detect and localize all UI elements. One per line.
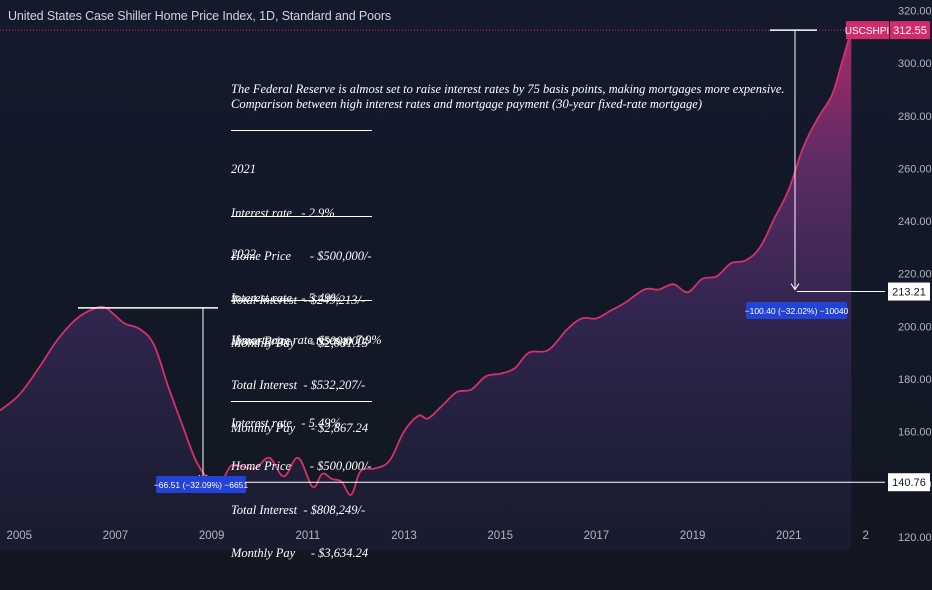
x-tick-label: 2 — [863, 530, 869, 542]
x-tick-label: 2015 — [487, 530, 513, 542]
y-tick-label: 300.00 — [898, 58, 932, 70]
annotation-divider — [231, 300, 372, 301]
last-price-badge: 312.55 — [893, 25, 927, 37]
level-high-badge-box — [888, 282, 930, 301]
x-tick-label: 2019 — [680, 530, 706, 542]
block-2022-line: 2022 — [231, 247, 256, 261]
chart-canvas[interactable]: −66.51 (−32.09%) −6651 −100.40 (−32.02%) … — [0, 0, 932, 550]
x-tick-label: 2011 — [295, 530, 320, 542]
block-2022-line: Interest rate - 5.49% — [231, 290, 341, 305]
annotation-block-79: If mortgage rate rises to 7.9% Interest … — [231, 304, 382, 590]
symbol-badge-box — [846, 21, 889, 40]
block-79-line: Total Interest - $808,249/- — [231, 502, 366, 517]
range-label-text: −100.40 (−32.02%) −10040 — [745, 306, 849, 316]
annotation-block-2021: 2021 Interest rate - 2.9% Home Price - $… — [231, 133, 372, 380]
x-tick-label: 2021 — [776, 530, 802, 542]
range-label-box — [156, 476, 246, 493]
y-tick-label: 160.00 — [898, 427, 932, 439]
series-line[interactable] — [0, 29, 853, 496]
block-2021-line: 2021 — [231, 162, 256, 176]
last-price-badge-box — [890, 21, 930, 40]
block-2021-line: Total Interest - $249,213/- — [231, 292, 366, 307]
block-79-line: Home Price - $500,000/- — [231, 459, 372, 473]
y-tick-label: 260.00 — [898, 163, 932, 175]
x-tick-label: 2009 — [199, 530, 225, 542]
y-tick-label: 120.00 — [898, 532, 932, 544]
annotation-divider — [231, 216, 372, 217]
x-tick-label: 2017 — [584, 530, 610, 542]
block-2021-line: Monthly Pay - $2,081.15 — [231, 336, 369, 350]
range-label-box — [746, 302, 847, 319]
block-2021-line: Home Price - $500,000/- — [231, 249, 372, 263]
block-79-line: If mortgage rate rises to 7.9% — [231, 333, 382, 347]
x-tick-label: 2007 — [103, 530, 129, 542]
block-2022-line: Home Price - $500,000/- — [231, 334, 372, 348]
block-2022-line: Total Interest - $532,207/- — [231, 377, 366, 392]
block-79-line: Monthly Pay - $3,634.24 — [231, 546, 369, 560]
annotation-headline-line1: The Federal Reserve is almost set to rai… — [231, 82, 785, 96]
block-79-line: Interest rate - 5.49% — [231, 415, 341, 430]
range-label-text: −66.51 (−32.09%) −6651 — [154, 480, 249, 490]
x-tick-label: 2013 — [391, 530, 417, 542]
chart-window: −66.51 (−32.09%) −6651 −100.40 (−32.02%) … — [0, 0, 932, 560]
symbol-badge: USCSHPI — [845, 26, 889, 37]
annotation-block-2022: 2022 Interest rate - 5.49% Home Price - … — [231, 218, 372, 465]
level-low-badge-box — [888, 473, 930, 492]
y-tick-label: 280.00 — [898, 111, 932, 123]
y-tick-label: 200.00 — [898, 321, 932, 333]
annotation-divider — [231, 130, 372, 131]
block-2022-line: Monthly Pay - $2,867.24 — [231, 421, 369, 435]
measure-arrow-head — [790, 283, 800, 291]
y-tick-label: 240.00 — [898, 216, 932, 228]
y-tick-label: 220.00 — [898, 269, 932, 281]
annotation-headline: The Federal Reserve is almost set to rai… — [231, 82, 785, 111]
y-tick-label: 320.00 — [898, 6, 932, 18]
x-tick-label: 2005 — [6, 530, 32, 542]
y-tick-label: 180.00 — [898, 374, 932, 386]
level-high-badge: 213.21 — [892, 287, 926, 299]
annotation-headline-line2: Comparison between high interest rates a… — [231, 96, 702, 111]
level-low-badge: 140.76 — [892, 477, 926, 489]
chart-title: United States Case Shiller Home Price In… — [8, 9, 392, 23]
block-79-line — [231, 377, 382, 387]
annotation-divider — [231, 401, 372, 402]
series-area — [0, 30, 852, 550]
